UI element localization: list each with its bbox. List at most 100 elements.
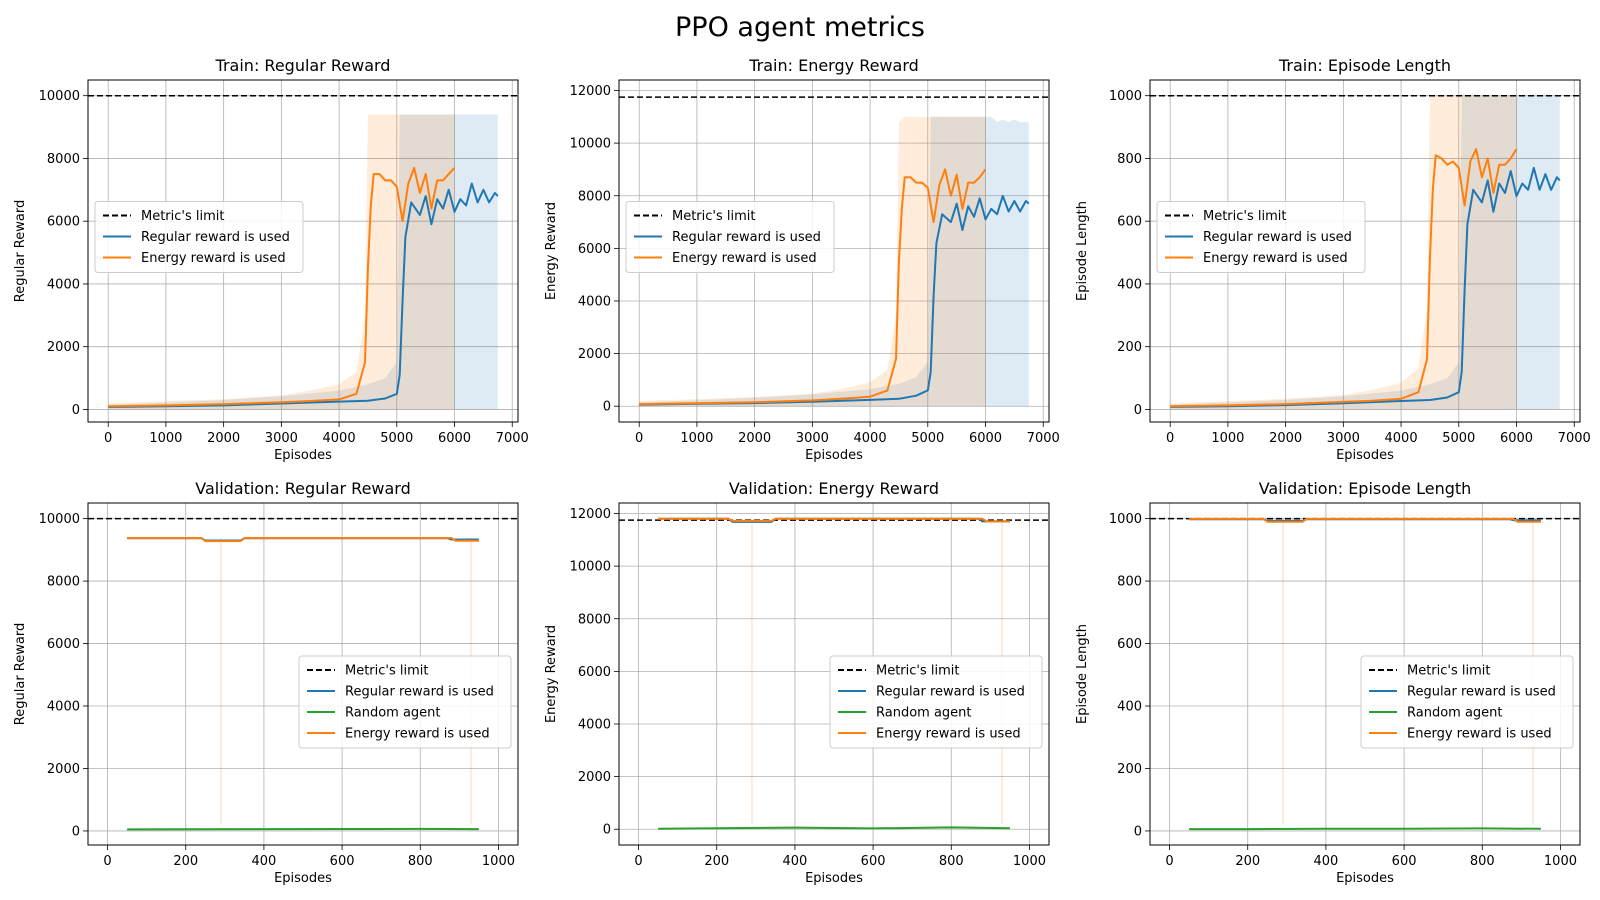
figure-title: PPO agent metrics — [675, 12, 925, 43]
y-axis-label: Energy Reward — [544, 625, 559, 723]
x-axis-label: Episodes — [274, 871, 332, 886]
x-tick-label: 400 — [251, 854, 276, 869]
chart-panel-5: 0 200 400 600 800 100002000400060008000100001… — [544, 479, 1050, 886]
x-tick-label: 6000 — [1500, 431, 1533, 446]
panel-title: Train: Energy Reward — [748, 56, 919, 75]
y-tick-label: 400 — [1117, 700, 1142, 715]
series-line-energy-reward-is-used — [127, 537, 479, 543]
legend-label: Random agent — [345, 706, 441, 721]
y-tick-label: 1000 — [1109, 512, 1142, 527]
axes-frame — [618, 502, 1050, 846]
x-tick-label: 0 — [1165, 854, 1173, 869]
y-tick-label: 8000 — [47, 575, 80, 590]
x-tick-label: 1000 — [1544, 854, 1577, 869]
legend-label: Random agent — [876, 706, 972, 721]
x-tick-label: 1000 — [1211, 431, 1244, 446]
y-tick-label: 4000 — [578, 717, 611, 732]
x-tick-label: 1000 — [149, 431, 182, 446]
legend-label: Regular reward is used — [876, 685, 1025, 700]
series-line-random-agent — [658, 826, 1010, 830]
x-tick-label: 1000 — [482, 854, 515, 869]
axes-frame — [618, 79, 1050, 423]
x-tick-label: 5000 — [1442, 431, 1475, 446]
y-tick-label: 6000 — [578, 665, 611, 680]
x-axis-label: Episodes — [805, 448, 863, 463]
y-tick-label: 0 — [603, 400, 611, 415]
y-tick-label: 12000 — [570, 84, 611, 99]
series-line-energy-reward-is-used — [658, 517, 1010, 523]
legend-box — [829, 655, 1043, 749]
legend: Metric's limit Regular reward is used Ener… — [1156, 201, 1366, 273]
legend-label: Metric's limit — [672, 209, 756, 224]
axes-frame — [87, 79, 519, 423]
panel-title: Validation: Energy Reward — [729, 479, 939, 498]
x-tick-label: 4000 — [323, 431, 356, 446]
x-tick-label: 600 — [861, 854, 886, 869]
legend-box — [625, 201, 835, 273]
x-axis-label: Episodes — [1336, 448, 1394, 463]
y-axis-label: Regular Reward — [13, 623, 28, 725]
legend-label: Metric's limit — [1407, 664, 1491, 679]
y-axis-label: Episode Length — [1075, 201, 1090, 301]
legend-label: Regular reward is used — [1203, 230, 1352, 245]
legend-label: Regular reward is used — [141, 230, 290, 245]
legend-label: Energy reward is used — [345, 727, 490, 742]
x-tick-label: 0 — [1166, 431, 1174, 446]
x-tick-label: 800 — [1470, 854, 1495, 869]
x-tick-label: 4000 — [1385, 431, 1418, 446]
y-tick-label: 4000 — [578, 294, 611, 309]
legend-label: Metric's limit — [141, 209, 225, 224]
plot-area — [88, 517, 518, 831]
x-tick-label: 400 — [1313, 854, 1338, 869]
x-tick-label: 200 — [1235, 854, 1260, 869]
legend-box — [298, 655, 512, 749]
y-tick-label: 10000 — [39, 512, 80, 527]
y-tick-label: 2000 — [578, 347, 611, 362]
x-tick-label: 4000 — [854, 431, 887, 446]
y-tick-label: 0 — [603, 823, 611, 838]
legend: Metric's limit Regular reward is used Rand… — [298, 655, 512, 749]
chart-panel-6: 0 200 400 600 800 1000 0 200 400 600 800 1000 Valida… — [1075, 479, 1581, 886]
x-tick-label: 0 — [104, 431, 112, 446]
panel-title: Train: Regular Reward — [215, 56, 391, 75]
series-line-energy-reward-is-used — [639, 168, 987, 406]
y-axis-label: Energy Reward — [544, 202, 559, 300]
legend-label: Energy reward is used — [141, 251, 286, 266]
legend-box — [94, 201, 304, 273]
y-tick-label: 6000 — [578, 242, 611, 257]
x-tick-label: 0 — [103, 854, 111, 869]
series-line-regular-reward-is-used — [1170, 166, 1561, 408]
series-line-regular-reward-is-used — [639, 194, 1030, 406]
y-tick-label: 10000 — [39, 89, 80, 104]
x-tick-label: 200 — [704, 854, 729, 869]
legend-label: Energy reward is used — [1203, 251, 1348, 266]
x-tick-label: 3000 — [1327, 431, 1360, 446]
y-tick-label: 8000 — [47, 152, 80, 167]
x-tick-label: 3000 — [796, 431, 829, 446]
plot-area — [88, 94, 518, 410]
y-tick-label: 10000 — [570, 560, 611, 575]
x-tick-label: 2000 — [738, 431, 771, 446]
x-tick-label: 6000 — [438, 431, 471, 446]
chart-panel-3: 0 1000 2000 3000 4000 5000 6000 7000 0 200 400 600 8… — [1075, 56, 1591, 463]
y-tick-label: 800 — [1117, 152, 1142, 167]
y-tick-label: 0 — [1134, 403, 1142, 418]
plot-area — [1150, 94, 1580, 410]
series-line-energy-reward-is-used — [1189, 517, 1541, 523]
axes-frame — [1149, 79, 1581, 423]
y-tick-label: 1000 — [1109, 89, 1142, 104]
y-tick-label: 6000 — [47, 215, 80, 230]
legend-label: Random agent — [1407, 706, 1503, 721]
y-tick-label: 400 — [1117, 277, 1142, 292]
y-tick-label: 600 — [1117, 215, 1142, 230]
chart-panel-1: 0 1000 2000 3000 4000 5000 6000 7000 0 2000 4000 60… — [13, 56, 529, 463]
confidence-band-energy-reward-is-used — [639, 116, 986, 407]
x-tick-label: 600 — [1392, 854, 1417, 869]
panel-title: Validation: Regular Reward — [195, 479, 411, 498]
legend-label: Energy reward is used — [876, 727, 1021, 742]
x-tick-label: 2000 — [207, 431, 240, 446]
x-tick-label: 7000 — [1027, 431, 1060, 446]
legend: Metric's limit Regular reward is used Rand… — [829, 655, 1043, 749]
y-tick-label: 2000 — [47, 762, 80, 777]
